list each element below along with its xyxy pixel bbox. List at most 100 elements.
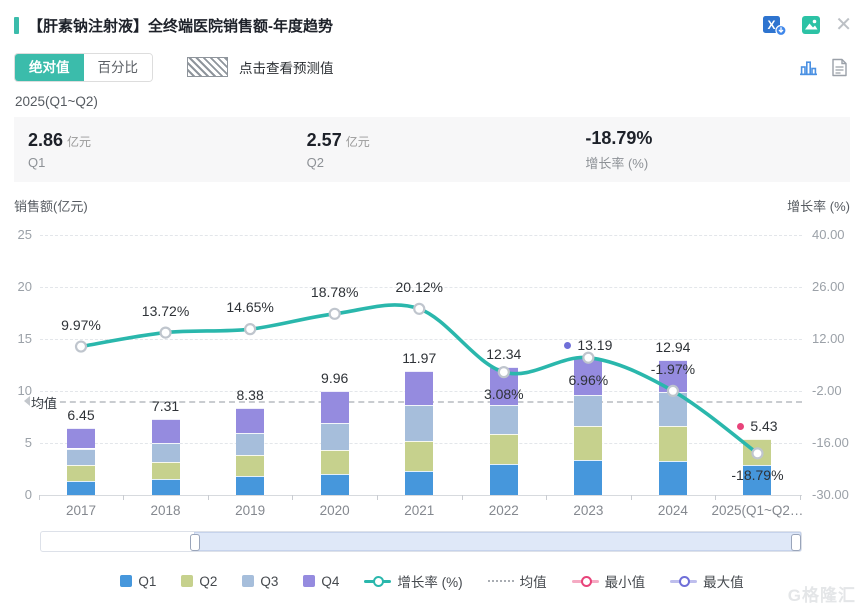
document-view-icon[interactable] bbox=[831, 58, 848, 77]
bar-segment-q2-2025(Q1~Q2…[interactable] bbox=[743, 438, 772, 466]
legend-item-[interactable]: 均值 bbox=[487, 571, 547, 591]
bar-segment-q2-2024[interactable] bbox=[658, 426, 687, 461]
bar-value-label: 6.45 bbox=[16, 407, 146, 423]
x-axis-tick bbox=[123, 495, 125, 500]
bar-segment-q1-2021[interactable] bbox=[405, 471, 434, 495]
svg-text:X: X bbox=[768, 18, 776, 32]
legend-item-q3[interactable]: Q3 bbox=[242, 574, 278, 589]
title-accent-bar bbox=[14, 16, 19, 34]
x-axis-label: 2023 bbox=[573, 503, 604, 518]
excel-export-icon[interactable]: X bbox=[763, 15, 787, 36]
bar-segment-q1-2022[interactable] bbox=[489, 463, 518, 495]
bar-segment-q4-2024[interactable] bbox=[658, 360, 687, 393]
bar-segment-q3-2023[interactable] bbox=[574, 395, 603, 427]
stat-growth-value: -18.79% bbox=[585, 127, 653, 148]
y-axis-label-right: 26.00 bbox=[812, 279, 845, 294]
line-point-2018[interactable] bbox=[159, 326, 172, 339]
bar-segment-q1-2025(Q1~Q2…[interactable] bbox=[743, 465, 772, 495]
bar-segment-q1-2024[interactable] bbox=[658, 460, 687, 495]
left-axis-title: 销售额(亿元) bbox=[14, 199, 88, 214]
bar-segment-q1-2020[interactable] bbox=[320, 473, 349, 495]
bar-segment-q2-2021[interactable] bbox=[405, 441, 434, 472]
x-axis-label: 2021 bbox=[404, 503, 435, 518]
tab-absolute-value[interactable]: 绝对值 bbox=[15, 53, 84, 81]
bar-segment-q4-2021[interactable] bbox=[405, 370, 434, 405]
line-point-2019[interactable] bbox=[244, 323, 257, 336]
line-point-2024[interactable] bbox=[666, 384, 680, 397]
bar-value-text: 6.45 bbox=[67, 406, 95, 423]
bar-segment-q4-2018[interactable] bbox=[151, 418, 180, 443]
y-axis-label-right: 12.00 bbox=[812, 331, 845, 346]
bar-segment-q3-2022[interactable] bbox=[489, 404, 518, 434]
legend-label: 最小值 bbox=[604, 575, 646, 590]
growth-label: 14.65% bbox=[226, 299, 274, 316]
legend-item-[interactable]: 增长率 (%) bbox=[364, 571, 463, 591]
data-zoom-left-handle[interactable] bbox=[190, 534, 200, 551]
forecast-toggle-button[interactable]: 点击查看预测值 bbox=[187, 57, 334, 77]
bar-segment-q2-2019[interactable] bbox=[236, 454, 265, 476]
legend-square-icon bbox=[242, 575, 255, 587]
mean-line-arrow-icon bbox=[19, 396, 30, 406]
bar-segment-q2-2018[interactable] bbox=[151, 461, 180, 480]
bar-segment-q2-2020[interactable] bbox=[320, 449, 349, 474]
bar-segment-q4-2022[interactable] bbox=[489, 366, 518, 405]
bar-value-label: 5.43 bbox=[692, 418, 822, 434]
min-value-marker-icon bbox=[737, 422, 745, 430]
legend-item-[interactable]: 最小值 bbox=[571, 571, 646, 591]
bar-segment-q1-2018[interactable] bbox=[151, 479, 180, 495]
bar-segment-q3-2018[interactable] bbox=[151, 443, 180, 462]
max-value-marker-icon bbox=[564, 342, 572, 350]
stat-q2-label: Q2 bbox=[306, 154, 325, 170]
bar-segment-q3-2019[interactable] bbox=[236, 433, 265, 455]
bar-segment-q4-2017[interactable] bbox=[67, 427, 95, 449]
image-export-icon[interactable] bbox=[801, 15, 821, 35]
y-axis-label-right: -30.00 bbox=[812, 487, 849, 502]
toolbar: 绝对值 百分比 点击查看预测值 bbox=[14, 52, 848, 82]
line-point-2022[interactable] bbox=[497, 366, 510, 379]
legend-line-icon bbox=[364, 575, 392, 587]
bar-chart-view-icon[interactable] bbox=[799, 58, 818, 77]
line-point-2021[interactable] bbox=[413, 302, 426, 315]
line-point-2020[interactable] bbox=[328, 307, 341, 320]
stat-q2: 2.57 亿元 Q2 bbox=[293, 130, 572, 170]
tab-percentage[interactable]: 百分比 bbox=[83, 53, 152, 81]
legend-item-q4[interactable]: Q4 bbox=[303, 574, 339, 589]
line-point-2023[interactable] bbox=[582, 351, 595, 364]
legend-item-q2[interactable]: Q2 bbox=[181, 574, 217, 589]
bar-segment-q1-2023[interactable] bbox=[574, 460, 603, 495]
bar-segment-q2-2023[interactable] bbox=[574, 426, 603, 461]
bar-segment-q3-2017[interactable] bbox=[67, 448, 95, 466]
legend-item-q1[interactable]: Q1 bbox=[120, 574, 156, 589]
x-axis-label: 2022 bbox=[488, 503, 519, 518]
gridline bbox=[40, 286, 802, 288]
close-icon[interactable]: ✕ bbox=[835, 14, 852, 36]
bar-segment-q3-2024[interactable] bbox=[658, 392, 687, 427]
legend-ring-icon bbox=[670, 575, 698, 587]
bar-segment-q3-2020[interactable] bbox=[320, 422, 349, 450]
bar-value-label: 13.19 bbox=[523, 337, 653, 353]
bar-segment-q4-2020[interactable] bbox=[320, 391, 349, 423]
x-axis-label: 2018 bbox=[150, 503, 181, 518]
line-point-2017[interactable] bbox=[74, 340, 88, 353]
bar-segment-q1-2017[interactable] bbox=[67, 480, 95, 495]
gridline bbox=[40, 390, 802, 392]
bar-segment-q2-2022[interactable] bbox=[489, 433, 518, 464]
data-zoom-selected-range[interactable] bbox=[194, 532, 801, 551]
bar-segment-q2-2017[interactable] bbox=[67, 465, 95, 481]
bar-value-text: 13.19 bbox=[577, 336, 613, 353]
bar-value-label: 12.94 bbox=[608, 339, 738, 355]
data-zoom-right-handle[interactable] bbox=[791, 534, 801, 551]
bar-value-text: 11.97 bbox=[402, 349, 437, 366]
bar-segment-q3-2021[interactable] bbox=[405, 404, 434, 442]
line-point-2025(Q1~Q2…[interactable] bbox=[751, 447, 764, 460]
bar-segment-q4-2019[interactable] bbox=[236, 407, 265, 434]
bar-segment-q1-2019[interactable] bbox=[236, 475, 265, 495]
bar-segment-q4-2023[interactable] bbox=[574, 357, 603, 396]
y-axis-label-left: 25 bbox=[17, 227, 32, 242]
summary-stats: 2.86 亿元 Q1 2.57 亿元 Q2 -18.79% 增长率 (%) bbox=[14, 117, 850, 182]
legend-item-[interactable]: 最大值 bbox=[670, 571, 744, 591]
data-zoom-slider[interactable] bbox=[40, 531, 802, 552]
y-axis-label-left: 5 bbox=[24, 435, 32, 450]
bar-value-text: 5.43 bbox=[750, 417, 778, 434]
